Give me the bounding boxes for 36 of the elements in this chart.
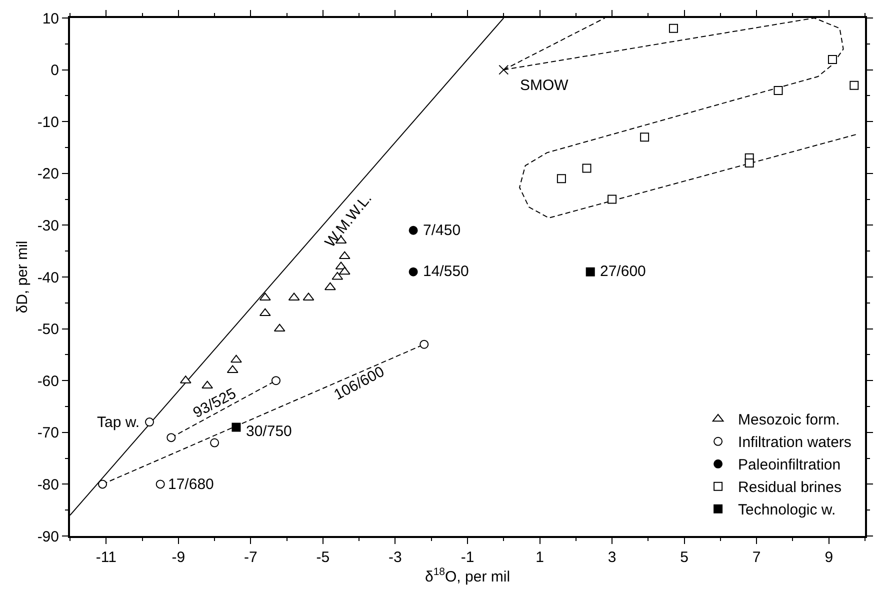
x-tick-label: -5 [316,549,330,566]
y-tick-label: -30 [37,217,59,234]
y-tick-label: -50 [37,321,59,338]
legend-label: Technologic w. [738,502,836,519]
y-tick-label: -20 [37,166,59,183]
annotation: 14/550 [423,263,469,280]
annotation: 30/750 [246,423,292,440]
y-tick-label: -80 [37,476,59,494]
annotation: 7/450 [423,222,461,239]
annotation: Tap w. [97,414,140,431]
y-tick-label: 10 [42,10,59,28]
x-tick-label: -11 [96,549,116,566]
legend-label: Residual brines [738,479,842,496]
annotation: 27/600 [600,263,646,280]
x-tick-label: -7 [244,549,258,566]
x-tick-label: 7 [752,549,761,566]
legend-label: Infiltration waters [738,434,852,452]
x-tick-label: 5 [680,549,688,566]
annotation: SMOW [520,77,570,94]
y-tick-label: -90 [37,528,59,546]
x-axis-title: δ$^{18}$O, per mil [424,566,510,586]
legend-label: Mesozoic form. [738,412,840,429]
x-tick-label: -3 [388,549,402,566]
y-tick-label: -70 [37,424,59,442]
x-tick-label: 3 [608,549,616,566]
y-tick-label: -60 [37,372,59,390]
y-tick-label: -10 [37,114,59,131]
y-axis-title: δD, per mil [14,240,32,314]
y-tick-label: 0 [50,62,59,80]
x-tick-label: 1 [536,549,544,566]
legend-label: Paleoinfiltration [738,456,841,474]
x-tick-label: 9 [824,549,834,566]
x-tick-label: -1 [460,549,474,566]
y-tick-label: -40 [37,269,59,286]
annotation: 17/680 [168,476,214,493]
x-tick-label: -9 [172,549,186,566]
